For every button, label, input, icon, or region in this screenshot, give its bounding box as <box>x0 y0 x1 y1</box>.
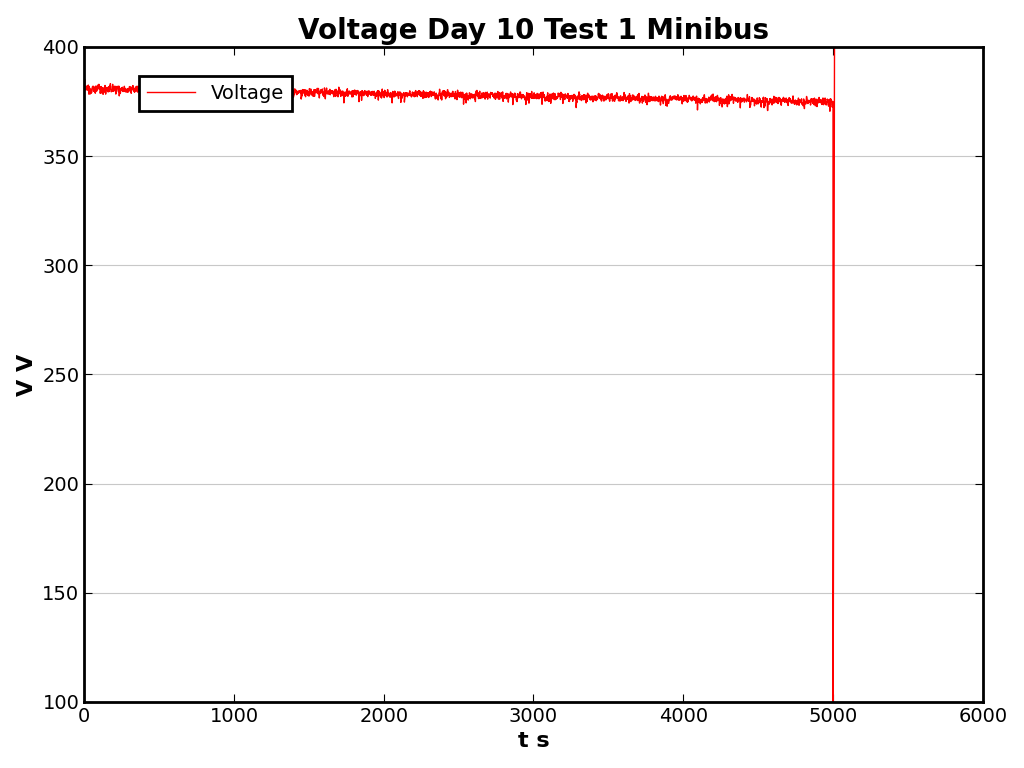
Voltage <box>343 89 355 98</box>
Voltage <box>78 75 90 84</box>
Voltage <box>674 96 686 105</box>
Voltage <box>826 697 839 707</box>
Voltage <box>145 86 158 95</box>
Voltage <box>310 88 323 97</box>
Legend: Voltage: Voltage <box>139 76 292 111</box>
Voltage <box>828 42 841 51</box>
Voltage <box>627 91 639 100</box>
X-axis label: t s: t s <box>518 731 549 751</box>
Voltage <box>341 89 353 98</box>
Line: Voltage: Voltage <box>84 47 835 702</box>
Y-axis label: V V: V V <box>16 353 37 396</box>
Voltage <box>828 42 841 51</box>
Title: Voltage Day 10 Test 1 Minibus: Voltage Day 10 Test 1 Minibus <box>298 17 769 45</box>
